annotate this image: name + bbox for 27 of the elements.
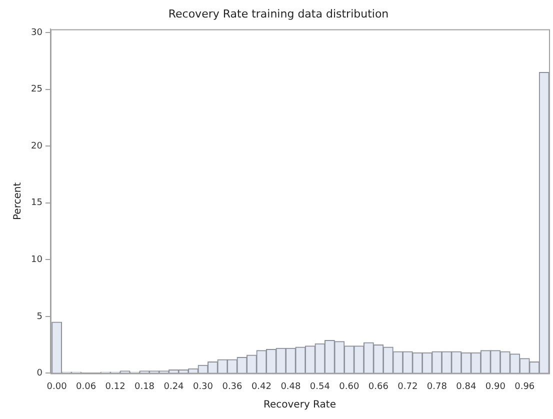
chart-title: Recovery Rate training data distribution	[168, 7, 389, 20]
y-axis-title: Percent	[12, 182, 24, 220]
y-tick-label: 15	[31, 198, 42, 208]
x-tick-label: 0.72	[398, 382, 418, 392]
x-axis-title: Recovery Rate	[263, 400, 336, 411]
x-tick-label: 0.60	[339, 382, 360, 392]
x-tick-label: 0.78	[426, 382, 448, 392]
x-tick-label: 0.54	[310, 382, 330, 392]
x-tick-label: 0.30	[192, 382, 214, 392]
x-tick-label: 0.12	[105, 382, 126, 392]
x-tick-label: 0.06	[76, 382, 96, 392]
y-tick-label: 30	[31, 28, 43, 38]
x-tick-label: 0.96	[514, 382, 535, 392]
x-tick-label: 0.24	[164, 382, 184, 392]
x-tick-label: 0.00	[46, 382, 68, 392]
y-tick-label: 20	[31, 141, 43, 152]
x-tick-label: 0.66	[368, 382, 389, 392]
y-tick-label: 10	[31, 255, 43, 266]
x-tick-label: 0.90	[485, 382, 506, 392]
x-tick-label: 0.84	[456, 382, 476, 392]
y-tick-label: 0	[36, 368, 43, 379]
x-tick-label: 0.42	[251, 382, 272, 392]
y-tick-label: 25	[31, 84, 42, 95]
x-tick-label: 0.48	[280, 382, 301, 392]
x-tick-label: 0.18	[134, 382, 155, 392]
y-tick-label: 5	[36, 312, 42, 322]
x-tick-label: 0.36	[222, 382, 243, 392]
